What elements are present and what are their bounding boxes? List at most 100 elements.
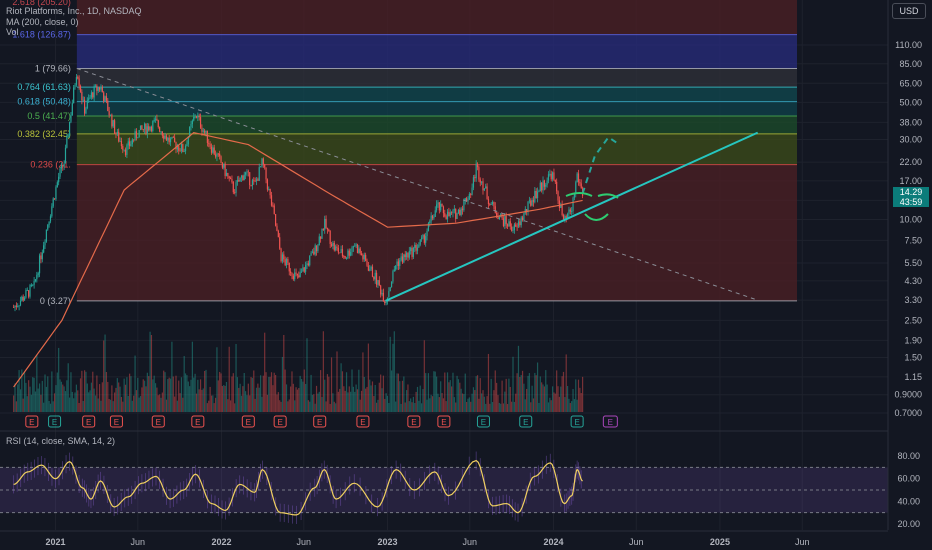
candle-body xyxy=(36,274,38,280)
candle-body xyxy=(178,146,180,151)
candle-body xyxy=(461,208,464,211)
volume-bar xyxy=(451,386,453,412)
currency-button[interactable]: USD xyxy=(892,3,926,19)
earnings-icon xyxy=(48,415,62,428)
volume-bar xyxy=(478,398,480,412)
candle-body xyxy=(193,116,195,121)
volume-bar xyxy=(551,386,554,412)
candle-body xyxy=(190,124,192,127)
price-axis-tick: 30.00 xyxy=(899,135,922,145)
time-axis-tick: Jun xyxy=(463,537,478,547)
volume-bar xyxy=(115,387,117,412)
ma-indicator-label[interactable]: MA (200, close, 0) xyxy=(6,17,79,27)
candle-body xyxy=(501,214,503,219)
candle-body xyxy=(444,213,446,217)
volume-bar xyxy=(562,371,565,412)
candle-body xyxy=(163,135,165,139)
candle-body xyxy=(347,250,349,259)
volume-bar xyxy=(246,395,248,412)
volume-bar xyxy=(467,398,469,412)
candle-body xyxy=(554,180,556,182)
volume-bar xyxy=(569,403,571,412)
candle-body xyxy=(206,130,208,143)
volume-bar xyxy=(320,370,322,412)
candle-body xyxy=(515,224,517,227)
candle-body xyxy=(266,179,269,190)
candle-body xyxy=(60,164,62,169)
volume-bar xyxy=(305,383,307,412)
candle-body xyxy=(557,191,559,201)
candle-body xyxy=(129,141,131,146)
fib-zone xyxy=(76,87,797,102)
volume-bar xyxy=(370,385,372,412)
candle-body xyxy=(123,149,125,151)
candle-body xyxy=(490,203,492,205)
candle-body xyxy=(167,137,169,141)
candle-body xyxy=(531,199,533,206)
volume-bar xyxy=(374,385,376,412)
volume-bar xyxy=(45,386,47,412)
volume-bar xyxy=(100,400,102,412)
volume-bar xyxy=(89,390,91,412)
volume-bar xyxy=(156,387,158,412)
candle-body xyxy=(89,97,91,99)
candle-body xyxy=(318,236,320,246)
candle-body xyxy=(392,271,394,282)
candle-body xyxy=(154,118,157,120)
volume-bar xyxy=(159,394,161,412)
candle-body xyxy=(467,199,469,202)
candle-body xyxy=(224,163,226,176)
volume-bar xyxy=(137,377,139,412)
volume-bar xyxy=(105,372,108,412)
candle-body xyxy=(179,150,181,152)
candle-body xyxy=(568,209,570,214)
volume-indicator-label[interactable]: Vol xyxy=(6,27,19,37)
volume-bar xyxy=(464,373,466,412)
volume-bar xyxy=(508,378,510,412)
volume-bar xyxy=(547,402,550,412)
earnings-icon-letter: E xyxy=(195,418,200,427)
chart-title: Riot Platforms, Inc., 1D, NASDAQ xyxy=(6,6,142,16)
candle-body xyxy=(220,156,222,163)
volume-bar xyxy=(466,401,468,412)
earnings-icon-letter: E xyxy=(441,418,446,427)
volume-bar xyxy=(216,347,218,412)
volume-bar xyxy=(62,384,64,412)
volume-bar xyxy=(231,376,233,412)
volume-bar xyxy=(436,376,438,412)
candle-body xyxy=(96,85,98,91)
volume-bar xyxy=(29,386,31,412)
volume-bar xyxy=(401,380,404,412)
earnings-icon xyxy=(82,415,96,428)
volume-bar xyxy=(154,383,157,412)
candle-body xyxy=(332,242,334,246)
volume-bar xyxy=(79,378,82,412)
candle-body xyxy=(124,149,127,155)
candle-body xyxy=(407,252,409,258)
candle-body xyxy=(152,121,154,131)
volume-bar xyxy=(557,386,559,412)
volume-bar xyxy=(190,379,192,412)
rsi-indicator-label[interactable]: RSI (14, close, SMA, 14, 2) xyxy=(6,436,116,446)
volume-bar xyxy=(75,384,78,412)
candle-body xyxy=(476,163,479,168)
candle-body xyxy=(156,118,158,121)
volume-bar xyxy=(228,346,230,412)
volume-bar xyxy=(193,377,195,412)
candle-body xyxy=(343,256,345,257)
candle-body xyxy=(186,144,188,147)
candle-body xyxy=(362,255,364,260)
time-axis-tick: 2022 xyxy=(211,537,231,547)
volume-bar xyxy=(445,401,447,412)
volume-bar xyxy=(360,390,363,412)
volume-bar xyxy=(131,400,133,412)
volume-bar xyxy=(114,392,116,412)
candle-body xyxy=(141,125,143,130)
candle-body xyxy=(285,258,288,266)
volume-bar xyxy=(266,394,269,412)
candle-body xyxy=(425,236,427,243)
candle-body xyxy=(566,213,569,219)
candle-body xyxy=(71,103,73,116)
candle-body xyxy=(385,301,387,304)
